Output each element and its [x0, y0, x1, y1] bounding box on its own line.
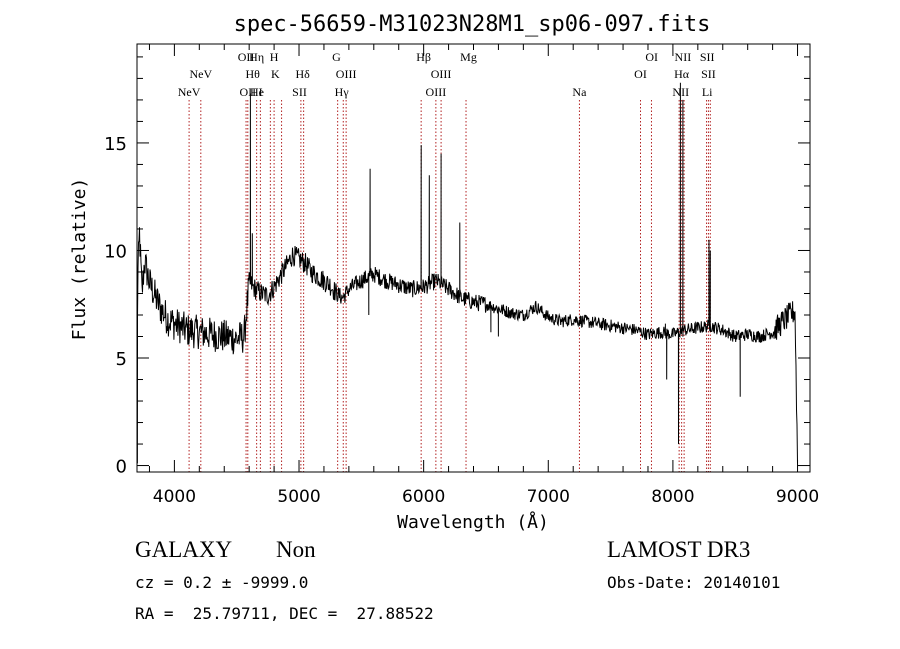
- marker-label-10: Hδ: [295, 67, 310, 81]
- marker-label-27: Li: [702, 85, 713, 99]
- x-axis-label: Wavelength (Å): [397, 511, 549, 533]
- coordinates-line: RA = 25.79711, DEC = 27.88522: [135, 604, 434, 623]
- y-tick-label-0: 0: [116, 457, 127, 478]
- marker-label-19: Na: [572, 85, 587, 99]
- x-tick-label-3: 7000: [527, 487, 570, 507]
- marker-label-5: Hθ: [245, 67, 260, 81]
- survey-label: LAMOST DR3: [607, 537, 751, 562]
- observation-date: Obs-Date: 20140101: [607, 573, 781, 592]
- x-tick-label-5: 9000: [776, 487, 819, 507]
- marker-label-13: OIII: [336, 67, 357, 81]
- object-class: GALAXY: [135, 537, 233, 562]
- x-axis-ticks: 4000 5000 6000 7000 8000 9000: [148, 44, 819, 507]
- marker-label-18: Mg: [460, 50, 477, 64]
- marker-label-8: H: [270, 50, 279, 64]
- marker-label-9: K: [271, 67, 280, 81]
- marker-label-6: He: [250, 85, 264, 99]
- x-tick-label-0: 4000: [153, 487, 196, 507]
- marker-label-20: OI: [645, 50, 658, 64]
- marker-label-3: OII: [239, 85, 256, 99]
- y-tick-label-1: 5: [116, 349, 127, 370]
- chart-title: spec-56659-M31023N28M1_sp06-097.fits: [234, 12, 711, 37]
- y-axis-ticks: 0 5 10 15: [104, 56, 810, 478]
- y-tick-label-2: 10: [104, 241, 127, 262]
- marker-label-22: NII: [675, 50, 692, 64]
- marker-label-1: NeV: [189, 67, 212, 81]
- object-subclass: Non: [276, 537, 316, 562]
- marker-label-4: Hη: [249, 50, 264, 64]
- y-tick-label-3: 15: [104, 134, 127, 155]
- marker-label-23: Hα: [674, 67, 690, 81]
- marker-label-12: G: [332, 50, 341, 64]
- marker-label-14: Hγ: [335, 85, 350, 99]
- marker-label-26: SII: [701, 67, 716, 81]
- spectrum-line: [136, 82, 798, 464]
- marker-label-25: SII: [700, 50, 715, 64]
- marker-label-2: OII: [238, 50, 255, 64]
- marker-label-11: SII: [292, 85, 307, 99]
- x-tick-label-4: 8000: [651, 487, 694, 507]
- marker-label-21: OI: [634, 67, 647, 81]
- marker-label-0: NeV: [178, 85, 201, 99]
- marker-label-7: I: [259, 85, 263, 99]
- marker-label-17: OIII: [426, 85, 447, 99]
- x-tick-label-2: 6000: [402, 487, 445, 507]
- marker-label-16: OIII: [431, 67, 452, 81]
- redshift-line: cz = 0.2 ± -9999.0: [135, 573, 309, 592]
- x-tick-label-1: 5000: [277, 487, 320, 507]
- y-axis-label: Flux (relative): [69, 178, 90, 341]
- marker-label-15: Hβ: [416, 50, 431, 64]
